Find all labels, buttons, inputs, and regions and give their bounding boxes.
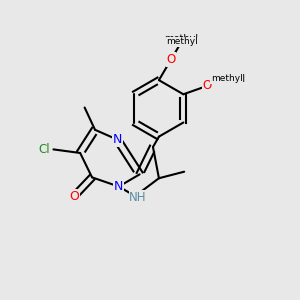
- Text: O: O: [166, 53, 176, 66]
- Text: methyl: methyl: [211, 74, 245, 84]
- Text: methyl: methyl: [164, 34, 199, 44]
- Text: O: O: [69, 190, 79, 202]
- Text: NH: NH: [129, 191, 147, 204]
- Text: O: O: [202, 80, 212, 92]
- Text: methyl: methyl: [166, 37, 197, 46]
- Text: O: O: [166, 53, 176, 66]
- Text: Cl: Cl: [38, 143, 50, 156]
- Text: O: O: [202, 80, 212, 92]
- Text: methyl: methyl: [211, 74, 243, 83]
- Text: N: N: [112, 133, 122, 146]
- Text: N: N: [114, 180, 124, 193]
